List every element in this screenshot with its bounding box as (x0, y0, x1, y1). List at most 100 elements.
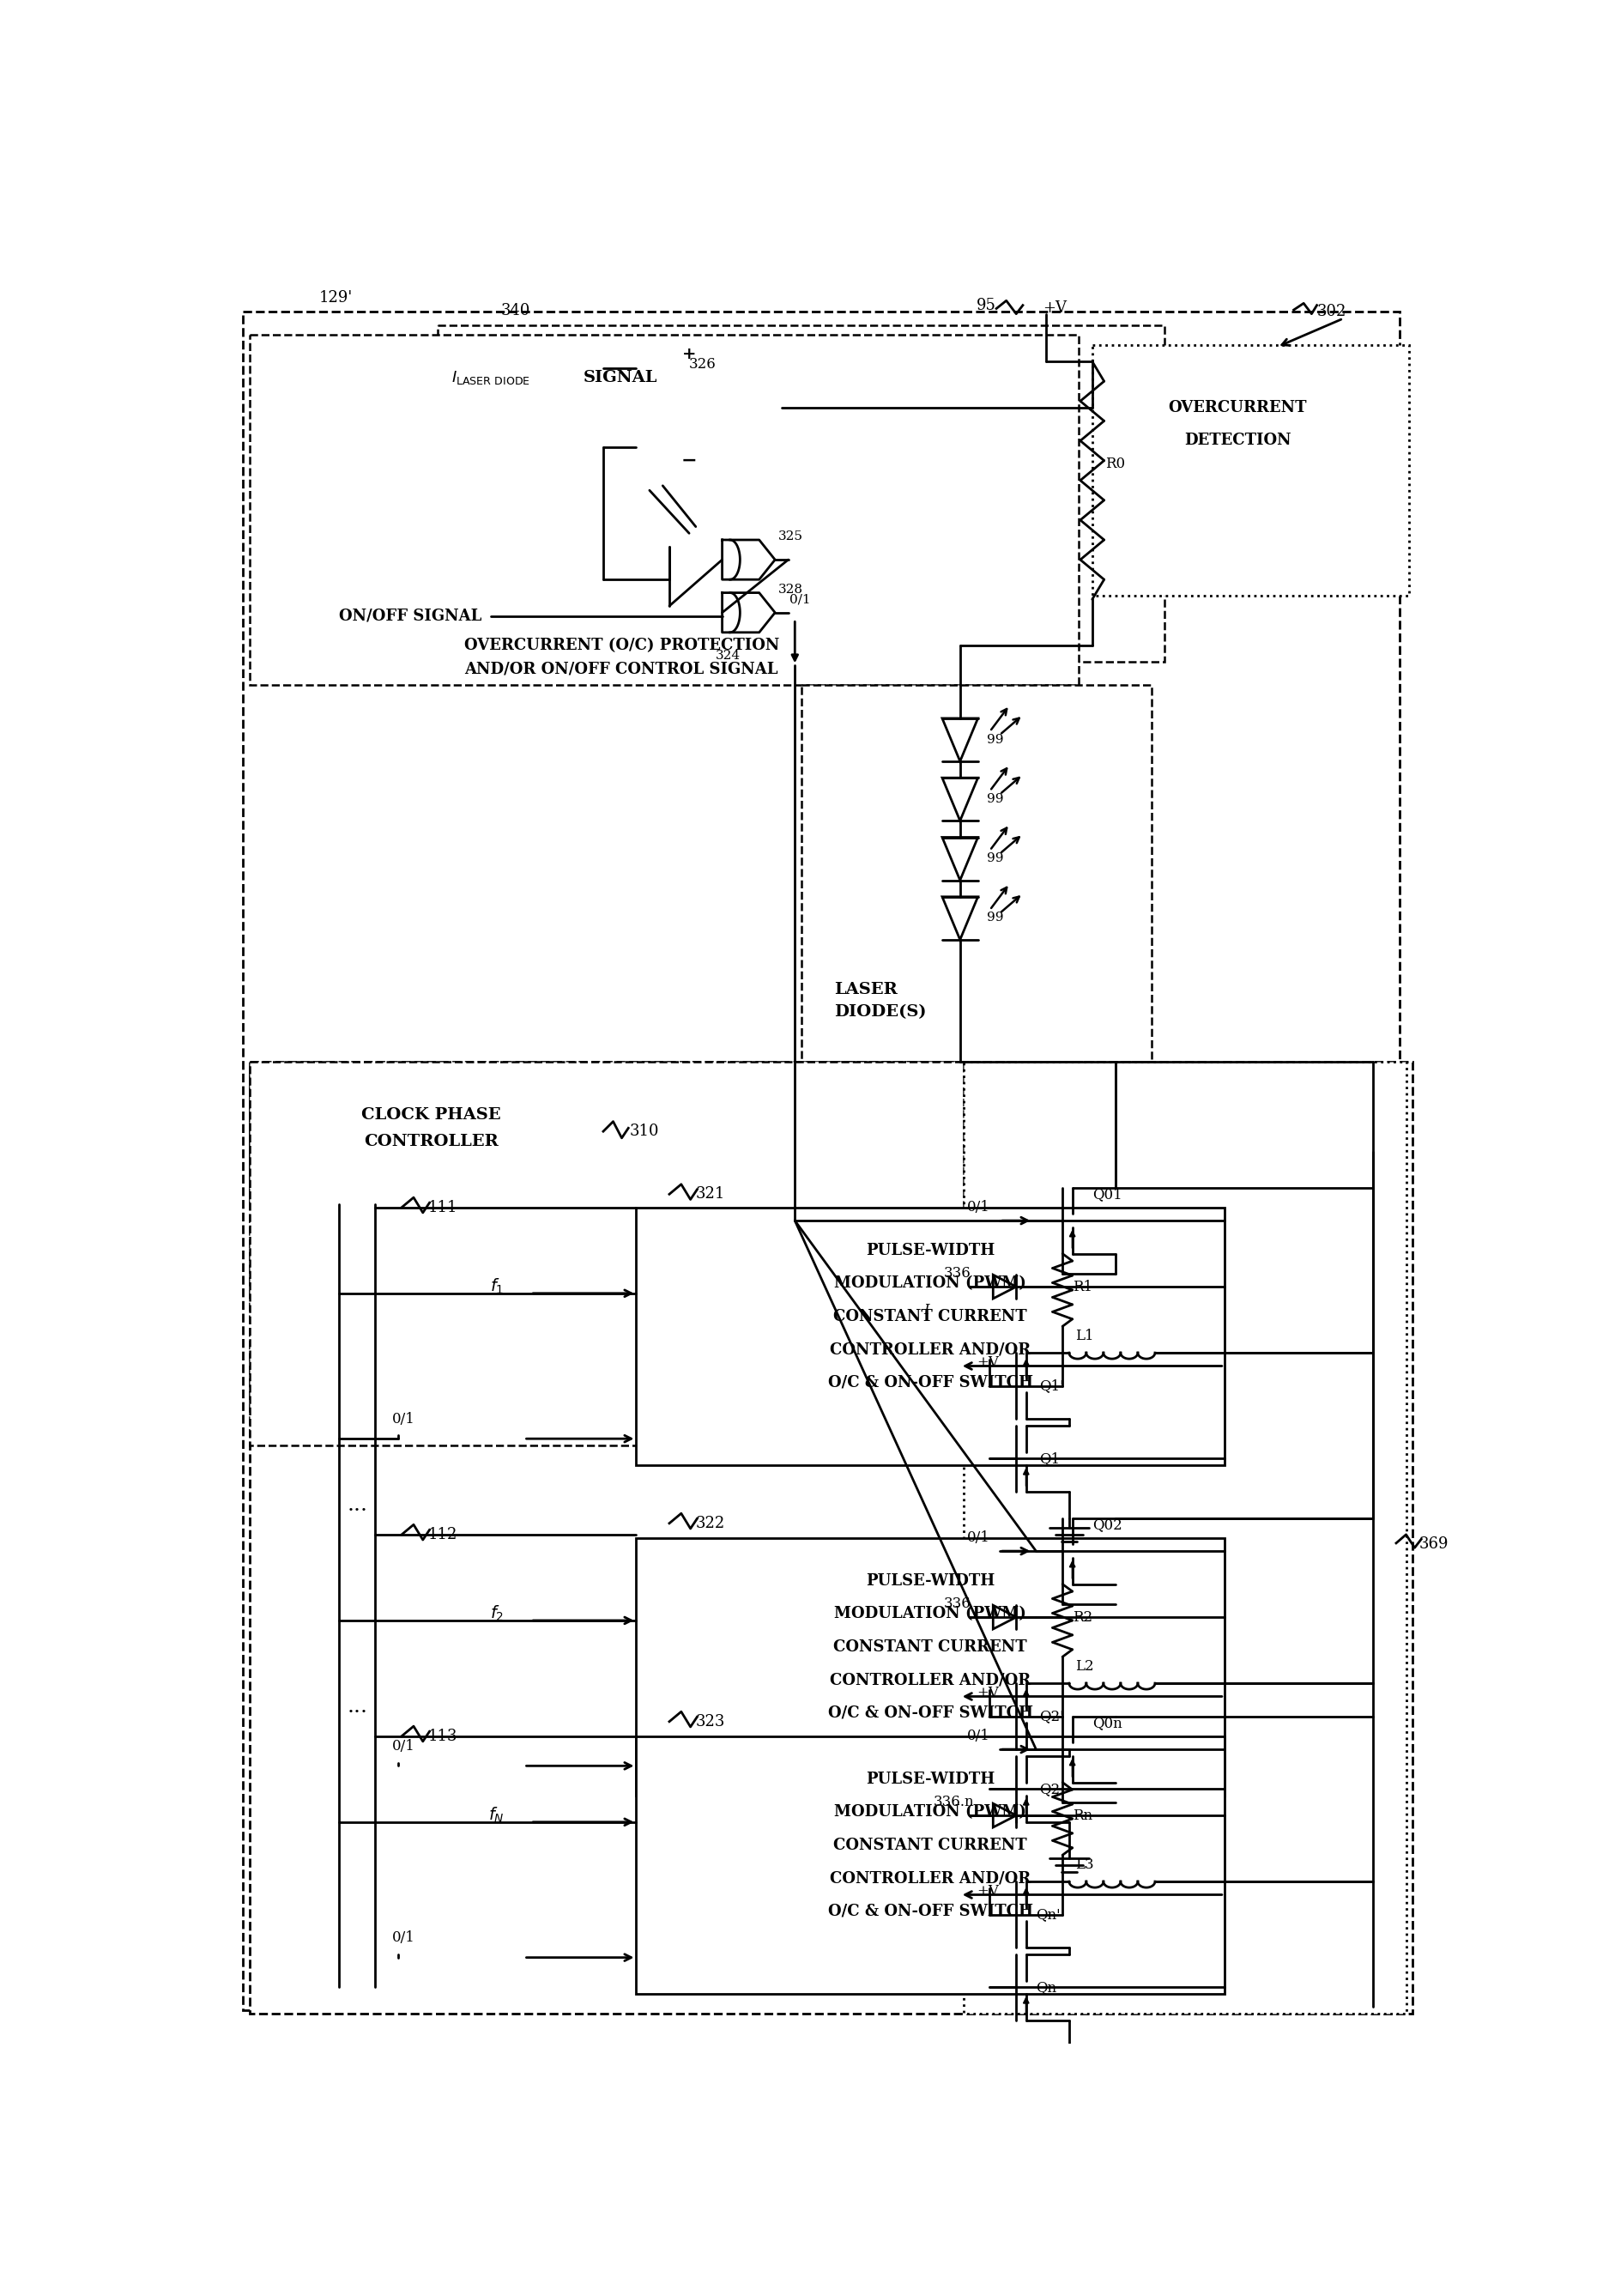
Polygon shape (629, 480, 708, 546)
Text: O/C & ON-OFF SWITCH: O/C & ON-OFF SWITCH (827, 1706, 1033, 1720)
Text: $I_{\mathrm{LASER\ DIODE}}$: $I_{\mathrm{LASER\ DIODE}}$ (451, 370, 530, 386)
Polygon shape (942, 778, 977, 820)
Text: 0/1: 0/1 (966, 1729, 989, 1743)
Text: 340: 340 (501, 303, 530, 319)
Text: L1: L1 (1075, 1329, 1094, 1343)
Text: CONSTANT CURRENT: CONSTANT CURRENT (833, 1837, 1026, 1853)
Text: Q1': Q1' (1039, 1378, 1063, 1394)
Text: ...: ... (347, 1697, 368, 1715)
Text: DIODE(S): DIODE(S) (835, 1006, 926, 1019)
Bar (801, 684, 1151, 1063)
Polygon shape (992, 1805, 1016, 1828)
Text: Qn: Qn (1036, 1979, 1057, 1995)
Text: Q01: Q01 (1091, 1187, 1122, 1201)
Text: 325: 325 (778, 530, 802, 542)
Text: $f_N$: $f_N$ (488, 1807, 504, 1825)
Bar (250, 1063, 1412, 2014)
Text: CONSTANT CURRENT: CONSTANT CURRENT (833, 1309, 1026, 1325)
Bar (635, 1736, 1224, 1993)
Bar (250, 1063, 963, 1444)
Text: SIGNAL: SIGNAL (584, 370, 657, 386)
Text: 336: 336 (943, 1265, 971, 1281)
Bar (438, 326, 1164, 661)
Text: O/C & ON-OFF SWITCH: O/C & ON-OFF SWITCH (827, 1903, 1033, 1919)
Text: 322: 322 (695, 1515, 725, 1531)
Text: 0/1: 0/1 (966, 1201, 989, 1215)
Polygon shape (942, 898, 977, 939)
Text: Q2': Q2' (1039, 1708, 1063, 1724)
Text: $f_2$: $f_2$ (490, 1605, 504, 1623)
Text: 0/1: 0/1 (392, 1931, 415, 1945)
Text: 99: 99 (986, 732, 1003, 746)
Text: L2: L2 (1075, 1660, 1094, 1674)
Text: 321: 321 (695, 1187, 725, 1201)
Text: Qn': Qn' (1036, 1908, 1060, 1922)
Text: 0/1: 0/1 (392, 1738, 415, 1754)
Bar (250, 335, 1078, 684)
Text: Rn: Rn (1071, 1809, 1091, 1823)
Text: CLOCK PHASE: CLOCK PHASE (361, 1107, 501, 1123)
Text: 129': 129' (319, 289, 353, 305)
Text: 99: 99 (986, 792, 1003, 806)
Polygon shape (992, 1605, 1016, 1630)
Text: 324: 324 (715, 650, 741, 661)
Text: CONTROLLER AND/OR: CONTROLLER AND/OR (830, 1871, 1031, 1885)
Text: 336.n: 336.n (934, 1795, 974, 1809)
Text: Q2: Q2 (1039, 1782, 1060, 1795)
Polygon shape (942, 719, 977, 762)
Text: R2: R2 (1071, 1609, 1091, 1626)
Text: 326: 326 (689, 358, 716, 372)
Text: Q1: Q1 (1039, 1451, 1060, 1465)
Text: CONTROLLER AND/OR: CONTROLLER AND/OR (830, 1341, 1031, 1357)
Text: PULSE-WIDTH: PULSE-WIDTH (866, 1770, 994, 1786)
Text: AND/OR ON/OFF CONTROL SIGNAL: AND/OR ON/OFF CONTROL SIGNAL (464, 661, 778, 677)
Text: Q02: Q02 (1091, 1518, 1122, 1531)
Text: 328: 328 (778, 583, 802, 595)
Text: MODULATION (PWM): MODULATION (PWM) (833, 1277, 1026, 1290)
Text: 0/1: 0/1 (392, 1412, 415, 1426)
Text: MODULATION (PWM): MODULATION (PWM) (833, 1607, 1026, 1621)
Text: 369: 369 (1418, 1536, 1448, 1552)
Text: +V: +V (976, 1355, 999, 1371)
Text: 95: 95 (976, 298, 995, 312)
Text: 336: 336 (943, 1596, 971, 1612)
Polygon shape (635, 351, 781, 464)
Text: 0/1: 0/1 (966, 1531, 989, 1545)
Text: PULSE-WIDTH: PULSE-WIDTH (866, 1242, 994, 1258)
Text: −: − (681, 450, 697, 471)
Bar (635, 1538, 1224, 1795)
Text: 99: 99 (986, 852, 1003, 866)
Text: OVERCURRENT: OVERCURRENT (1167, 400, 1307, 416)
Text: +V: +V (976, 1685, 999, 1701)
Polygon shape (992, 1274, 1016, 1300)
Bar (1091, 344, 1409, 597)
Text: 310: 310 (629, 1123, 658, 1139)
Text: 113: 113 (428, 1729, 457, 1745)
Text: 112: 112 (428, 1527, 457, 1543)
Text: R1: R1 (1071, 1279, 1091, 1295)
Text: +: + (682, 347, 695, 363)
Text: MODULATION (PWM): MODULATION (PWM) (833, 1805, 1026, 1821)
Text: ON/OFF SIGNAL: ON/OFF SIGNAL (339, 608, 481, 625)
Text: CONTROLLER AND/OR: CONTROLLER AND/OR (830, 1671, 1031, 1688)
Text: OVERCURRENT (O/C) PROTECTION: OVERCURRENT (O/C) PROTECTION (464, 638, 780, 654)
Text: 111: 111 (428, 1201, 457, 1215)
Text: $f_1$: $f_1$ (490, 1277, 504, 1297)
Text: CONTROLLER: CONTROLLER (365, 1134, 498, 1148)
Text: PULSE-WIDTH: PULSE-WIDTH (866, 1573, 994, 1589)
Text: R0: R0 (1106, 457, 1125, 471)
Text: 0/1: 0/1 (789, 592, 810, 606)
Text: ...: ... (347, 1495, 368, 1515)
Text: Q0n: Q0n (1091, 1715, 1122, 1731)
Text: LASER: LASER (835, 983, 898, 996)
Text: I: I (924, 1302, 929, 1318)
Bar (250, 1068, 616, 1203)
Text: 302: 302 (1316, 303, 1345, 319)
Text: +V: +V (976, 1885, 999, 1899)
Text: O/C & ON-OFF SWITCH: O/C & ON-OFF SWITCH (827, 1375, 1033, 1391)
Text: +V: +V (1042, 301, 1067, 317)
Polygon shape (942, 838, 977, 879)
Bar (635, 1208, 1224, 1465)
Text: DETECTION: DETECTION (1183, 434, 1290, 448)
Text: 323: 323 (695, 1713, 725, 1729)
